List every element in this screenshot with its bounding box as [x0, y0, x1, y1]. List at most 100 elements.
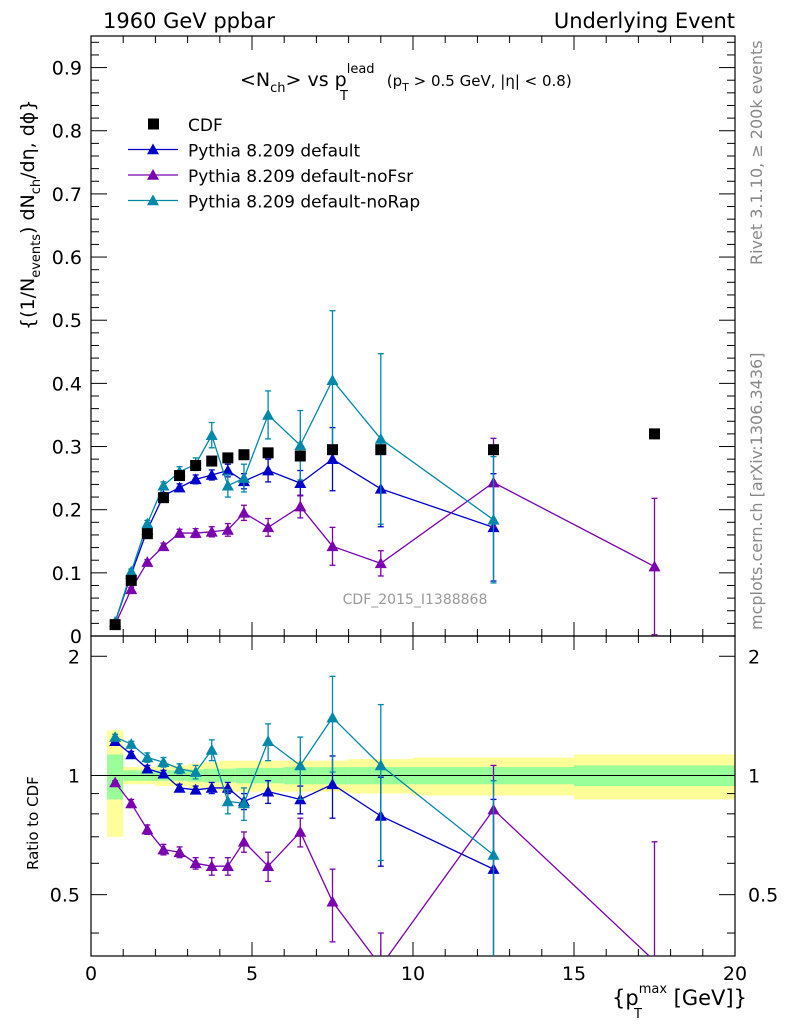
- series-marker: [221, 464, 234, 476]
- series-marker: [294, 477, 307, 488]
- series-marker: [173, 481, 186, 493]
- title-part-2: > vs p: [286, 69, 347, 91]
- ylabel-ch-subscript: ch: [29, 179, 44, 194]
- ratio-y-tick-label-left: 0.5: [50, 885, 80, 907]
- main-y-tick-label: 0.4: [52, 373, 82, 395]
- series-marker: [189, 473, 202, 485]
- ratio-line-segment: [267, 791, 301, 801]
- main-y-tick-label: 0.9: [52, 58, 82, 80]
- x-axis-label: {pmax T [GeV]}: [612, 982, 747, 1022]
- series-marker: [374, 432, 387, 444]
- ratio-y-tick-label-left: 1: [68, 765, 80, 787]
- series-marker: [262, 464, 275, 476]
- analysis-watermark: CDF_2015_I1388868: [343, 592, 488, 608]
- series-line-segment: [380, 438, 494, 521]
- main-y-axis-label: {(1/Nevents) dNch/dη, dϕ}: [17, 100, 44, 330]
- ratio-marker: [294, 759, 307, 771]
- mcplots-label: mcplots.cern.ch [arXiv:1306.3436]: [747, 353, 766, 630]
- series-line-segment: [380, 488, 494, 528]
- ratio-line-segment: [380, 815, 494, 870]
- series-marker: [173, 527, 186, 538]
- series-marker: [221, 479, 234, 491]
- series-marker: [141, 556, 154, 567]
- cdf-data-marker: [294, 450, 306, 462]
- legend: CDF Pythia 8.209 default Pythia 8.209 defa…: [128, 116, 420, 213]
- ylabel-part-1: {(1/N: [17, 278, 39, 330]
- ratio-marker: [237, 835, 250, 847]
- title-t-subscript: T: [339, 89, 348, 104]
- main-y-tick-label: 0: [70, 626, 82, 648]
- ratio-marker: [125, 797, 138, 809]
- ratio-marker: [157, 843, 170, 855]
- title-condition-t-subscript: T: [401, 81, 409, 94]
- series-marker: [262, 521, 275, 533]
- title-condition-part-2: > 0.5 GeV, |η| < 0.8): [409, 72, 572, 90]
- series-marker: [262, 408, 275, 420]
- series-marker: [237, 506, 250, 518]
- ratio-line-segment: [299, 717, 334, 766]
- ratio-marker: [326, 711, 339, 723]
- ratio-marker: [326, 778, 339, 790]
- ratio-marker: [109, 776, 122, 788]
- ylabel-part-2: ) dN: [17, 194, 39, 234]
- cdf-data-marker: [190, 459, 202, 471]
- ylabel-events-subscript: events: [29, 234, 44, 278]
- ratio-marker: [221, 860, 234, 871]
- series-marker: [221, 523, 234, 535]
- cdf-data-marker: [109, 619, 121, 631]
- title-ch-subscript: ch: [270, 81, 285, 96]
- series-line-segment: [299, 506, 334, 547]
- legend-label: Pythia 8.209 default: [188, 142, 361, 162]
- series-marker: [141, 517, 154, 529]
- ratio-marker: [173, 762, 186, 774]
- series-marker: [326, 540, 339, 552]
- series-marker: [487, 513, 500, 525]
- series-marker: [157, 540, 170, 552]
- ratio-series-norap: [109, 675, 500, 956]
- ratio-line-segment: [387, 809, 495, 957]
- series-line-segment: [195, 434, 213, 465]
- ratio-uncertainty-bands: [107, 730, 735, 837]
- main-y-tick-label: 0.8: [52, 121, 82, 143]
- ratio-y-tick-label-left: 2: [68, 646, 80, 668]
- ratio-line-segment: [243, 741, 269, 804]
- axes: 0 5 10 15 20 0 0.1 0.2 0.3 0.4 0.5 0.6 0.7 0.8 0.9 0.5 0…: [50, 36, 778, 985]
- series-line-segment: [267, 469, 301, 484]
- series-line-segment: [493, 481, 655, 568]
- ratio-marker: [141, 762, 154, 774]
- ratio-line-segment: [211, 749, 229, 802]
- series-line-segment: [331, 379, 382, 440]
- main-panel-series: [109, 310, 661, 636]
- series-marker: [205, 525, 218, 537]
- ratio-marker: [237, 797, 250, 809]
- series-line-segment: [332, 545, 382, 564]
- series-marker: [205, 429, 218, 440]
- series-marker: [205, 468, 218, 480]
- series-line-segment: [332, 458, 382, 490]
- legend-marker: [147, 169, 159, 180]
- ratio-marker: [487, 848, 500, 860]
- ratio-marker: [141, 751, 154, 763]
- ratio-marker: [125, 748, 138, 760]
- series-marker: [294, 439, 307, 451]
- ratio-y-axis-label: Ratio to CDF: [24, 776, 42, 870]
- x-tick-label: 10: [401, 963, 425, 985]
- ratio-marker: [173, 781, 186, 793]
- series-line-segment: [243, 414, 269, 479]
- legend-label: Pythia 8.209 default-noFsr: [188, 167, 413, 187]
- ratio-marker: [157, 756, 170, 768]
- series-marker: [326, 374, 339, 386]
- ratio-marker: [189, 783, 202, 795]
- main-y-tick-label: 0.5: [52, 310, 82, 332]
- ratio-marker: [262, 860, 275, 871]
- ratio-marker: [262, 785, 275, 797]
- ratio-line-segment: [380, 764, 494, 856]
- main-y-tick-label: 0.2: [52, 500, 82, 522]
- ratio-marker: [205, 860, 218, 871]
- main-y-tick-label: 0.7: [52, 184, 82, 206]
- ratio-line-segment: [331, 901, 374, 957]
- title-condition-part-1: (p: [382, 72, 402, 90]
- legend-cdf-marker: [148, 118, 159, 130]
- ratio-line-segment: [300, 783, 333, 800]
